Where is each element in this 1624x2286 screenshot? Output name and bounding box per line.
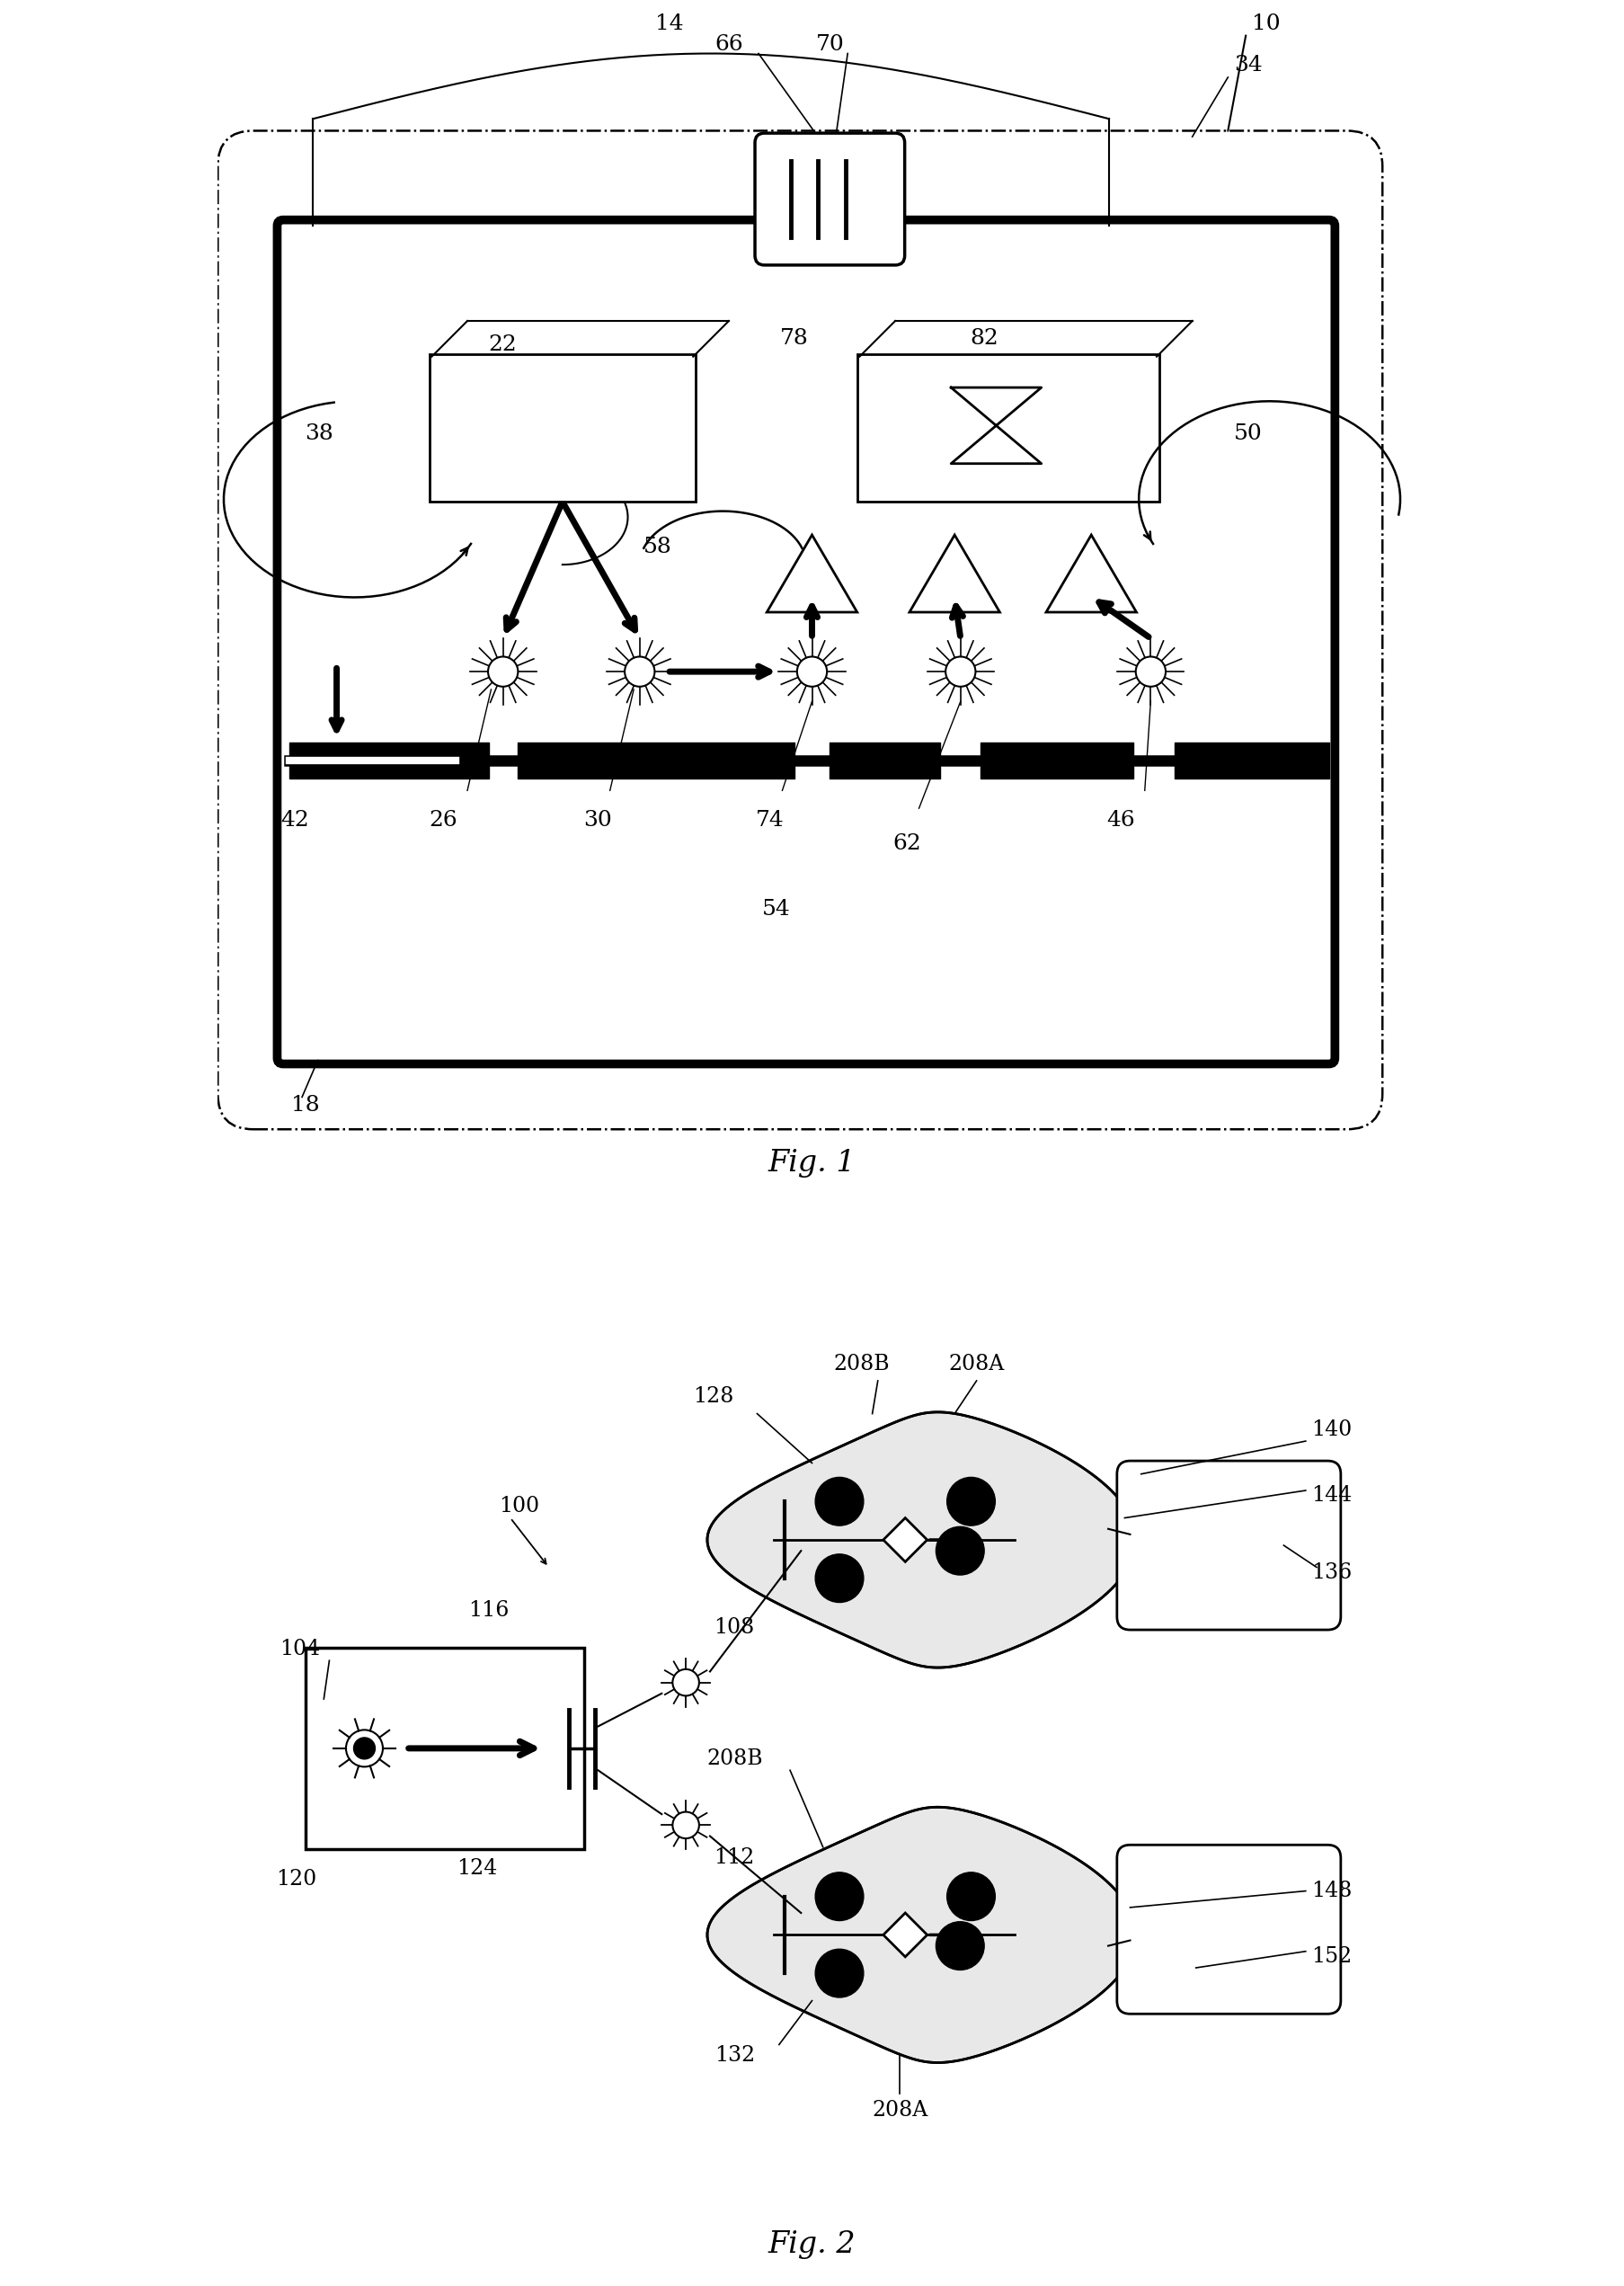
Text: 10: 10	[1252, 14, 1280, 34]
Text: 42: 42	[281, 809, 309, 830]
Text: 208A: 208A	[948, 1353, 1005, 1374]
Text: 26: 26	[429, 809, 458, 830]
Text: 78: 78	[780, 329, 809, 350]
FancyBboxPatch shape	[278, 219, 1335, 1063]
Text: 100: 100	[499, 1497, 539, 1518]
Text: 82: 82	[970, 329, 999, 350]
Text: 120: 120	[276, 1870, 317, 1891]
Polygon shape	[767, 535, 857, 613]
Text: 22: 22	[489, 334, 518, 354]
FancyBboxPatch shape	[218, 130, 1382, 1129]
FancyBboxPatch shape	[429, 354, 695, 501]
Text: 62: 62	[893, 834, 921, 855]
Circle shape	[1135, 656, 1166, 686]
Circle shape	[672, 1669, 698, 1696]
Text: 50: 50	[1234, 423, 1262, 443]
Text: 74: 74	[757, 809, 784, 830]
Circle shape	[815, 1872, 864, 1920]
Text: Fig. 1: Fig. 1	[768, 1148, 856, 1177]
Text: 128: 128	[693, 1388, 734, 1408]
Circle shape	[947, 1872, 996, 1920]
Text: 58: 58	[643, 537, 672, 558]
Text: 108: 108	[713, 1616, 754, 1637]
Circle shape	[945, 656, 976, 686]
Circle shape	[672, 1813, 698, 1838]
FancyBboxPatch shape	[755, 133, 905, 265]
Circle shape	[815, 1477, 864, 1525]
Text: 70: 70	[815, 34, 844, 55]
Text: 208B: 208B	[706, 1749, 763, 1769]
Text: 66: 66	[715, 34, 744, 55]
Text: 124: 124	[456, 1859, 499, 1879]
Text: 14: 14	[654, 14, 684, 34]
FancyBboxPatch shape	[1117, 1845, 1341, 2014]
Text: 46: 46	[1106, 809, 1135, 830]
FancyBboxPatch shape	[857, 354, 1160, 501]
Text: 208B: 208B	[833, 1353, 890, 1374]
Text: 140: 140	[1311, 1420, 1351, 1440]
Text: 144: 144	[1311, 1486, 1351, 1506]
Polygon shape	[708, 1808, 1137, 2062]
Circle shape	[354, 1737, 375, 1760]
Circle shape	[489, 656, 518, 686]
Polygon shape	[1046, 535, 1137, 613]
Circle shape	[815, 1950, 864, 1998]
Text: 54: 54	[762, 898, 791, 919]
Text: 116: 116	[468, 1600, 508, 1621]
Polygon shape	[883, 1518, 927, 1561]
Text: Fig. 2: Fig. 2	[768, 2231, 856, 2259]
Circle shape	[935, 1923, 984, 1971]
Polygon shape	[708, 1413, 1137, 1666]
Text: 104: 104	[279, 1639, 320, 1660]
Polygon shape	[909, 535, 1000, 613]
FancyBboxPatch shape	[1117, 1461, 1341, 1630]
Circle shape	[947, 1477, 996, 1525]
FancyBboxPatch shape	[305, 1648, 583, 1849]
Text: 132: 132	[715, 2046, 755, 2067]
Text: 30: 30	[583, 809, 612, 830]
Polygon shape	[883, 1913, 927, 1957]
Text: 38: 38	[305, 423, 333, 443]
Text: 148: 148	[1311, 1881, 1351, 1902]
Text: 18: 18	[291, 1095, 320, 1116]
Text: 136: 136	[1311, 1561, 1351, 1582]
Circle shape	[797, 656, 827, 686]
Text: 112: 112	[713, 1847, 754, 1868]
Text: 208A: 208A	[872, 2101, 927, 2121]
Circle shape	[625, 656, 654, 686]
Circle shape	[815, 1554, 864, 1602]
Circle shape	[935, 1527, 984, 1575]
Text: 152: 152	[1311, 1945, 1351, 1966]
Text: 34: 34	[1234, 55, 1262, 75]
